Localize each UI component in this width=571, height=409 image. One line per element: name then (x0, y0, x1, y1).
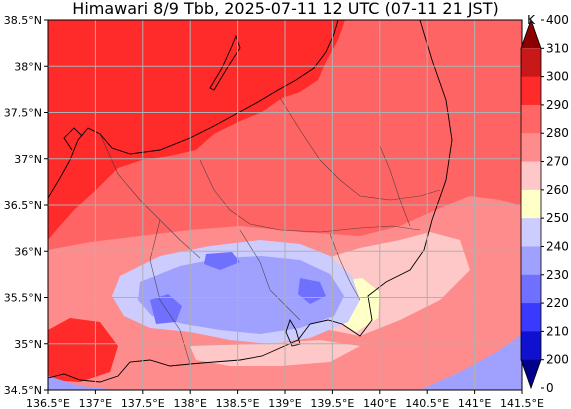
y-axis: 38.5°N 38°N 37.5°N 37°N 36.5°N 36°N 35.5°N 35°N… (4, 14, 48, 397)
colorbar-label: 300 (546, 70, 569, 84)
colorbar-label: 210 (546, 324, 569, 338)
colorbar-label: 200 (546, 353, 569, 367)
southwest-cold-band (48, 376, 120, 390)
colorbar-swatch (521, 48, 541, 78)
colorbar-label: 290 (546, 98, 569, 112)
map-title: Himawari 8/9 Tbb, 2025-07-11 12 UTC (07-… (72, 0, 499, 18)
x-tick-label: 136.5°E (26, 397, 70, 409)
colorbar-labels: 400 310 300 290 280 270 260 250 240 230 220 210 200 0 (541, 13, 569, 395)
colorbar-swatch (521, 359, 541, 388)
y-tick-label: 36.5°N (4, 199, 42, 212)
coastal-pale-band (190, 340, 360, 366)
colorbar-swatches (520, 18, 542, 390)
x-tick-label: 141.5°E (500, 397, 544, 409)
colorbar-swatch (521, 218, 541, 247)
colorbar-unit: K (527, 13, 536, 27)
colorbar-swatch (521, 274, 541, 304)
colorbar-label: 230 (546, 268, 569, 282)
map-gridlines (48, 20, 522, 390)
colorbar-swatch (521, 161, 541, 191)
colorbar-label: 220 (546, 296, 569, 310)
colorbar-label: 280 (546, 126, 569, 140)
southeast-cold-band (420, 334, 522, 390)
colorbar-swatch (521, 20, 541, 49)
colorbar-label: 250 (546, 211, 569, 225)
x-tick-label: 138.5°E (216, 397, 260, 409)
colorbar-label: 400 (546, 13, 569, 27)
colorbar-label: 0 (546, 381, 554, 395)
colorbar-swatch (521, 331, 541, 361)
colorbar-swatch (521, 246, 541, 276)
x-tick-label: 140.5°E (405, 397, 449, 409)
y-tick-label: 38.5°N (4, 14, 42, 27)
x-axis: 136.5°E 137°E 137.5°E 138°E 138.5°E 139°E 139.… (26, 390, 544, 409)
colorbar-label: 270 (546, 155, 569, 169)
x-tick-label: 137°E (79, 397, 112, 409)
colorbar-label: 310 (546, 41, 569, 55)
x-tick-label: 137.5°E (121, 397, 165, 409)
colorbar-label: 260 (546, 183, 569, 197)
colorbar-swatch (521, 104, 541, 134)
y-tick-label: 36°N (14, 245, 42, 258)
y-tick-label: 34.5°N (4, 384, 42, 397)
x-tick-label: 139.5°E (310, 397, 354, 409)
warm-region-northwest (48, 20, 345, 240)
colorbar-swatch (521, 303, 541, 332)
colorbar-swatch (521, 189, 541, 219)
colorbar-swatch (521, 133, 541, 163)
y-tick-label: 37.5°N (4, 107, 42, 120)
x-tick-label: 141°E (458, 397, 491, 409)
colorbar-swatch (521, 76, 541, 106)
y-tick-label: 37°N (14, 153, 42, 166)
colder-cloud-core (138, 256, 344, 334)
southwest-warm-patch (48, 318, 118, 382)
x-tick-label: 138°E (173, 397, 206, 409)
y-tick-label: 38°N (14, 60, 42, 73)
coldest-cloud-cells (150, 252, 326, 324)
x-tick-label: 139°E (268, 397, 301, 409)
y-tick-label: 35.5°N (4, 292, 42, 305)
y-tick-label: 35°N (14, 338, 42, 351)
colorbar-label: 240 (546, 239, 569, 253)
x-tick-label: 140°E (363, 397, 396, 409)
